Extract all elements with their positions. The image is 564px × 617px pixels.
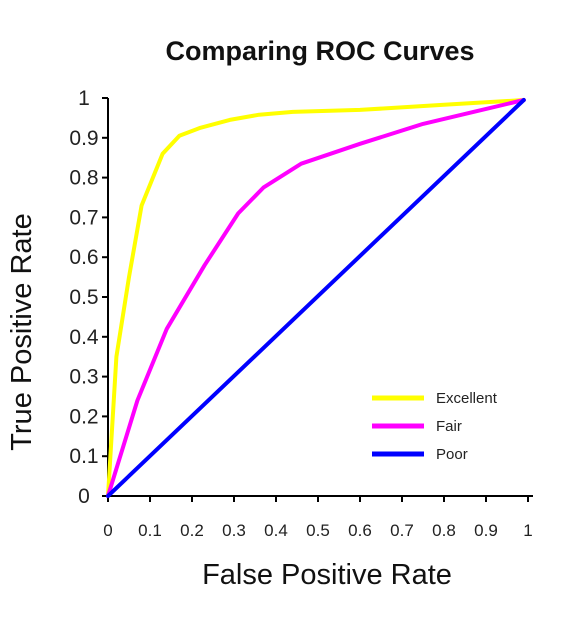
x-tick-label: 0 [103,521,112,540]
axes [102,97,533,502]
x-tick-label: 1 [523,521,532,540]
x-tick-label: 0.6 [348,521,372,540]
x-axis-title: False Positive Rate [202,559,452,591]
x-tick-label: 0.5 [306,521,330,540]
series-line-excellent [106,98,526,498]
x-tick-label: 0.8 [432,521,456,540]
series-lines [106,98,526,498]
y-tick-label: 1 [78,87,90,110]
legend-label-excellent: Excellent [436,390,498,407]
y-tick-label: 0.2 [69,405,98,428]
x-tick-label: 0.1 [138,521,162,540]
y-tick-label: 0.7 [69,206,98,229]
y-tick-label: 0.1 [69,445,98,468]
legend: Excellent Fair Poor [372,390,498,463]
chart-title: Comparing ROC Curves [165,36,474,66]
tick-labels: 0 0.1 0.2 0.3 0.4 0.5 0.6 0.7 0.8 0.9 1 0 0.1 0.2 0.3 0… [69,87,532,540]
y-tick-label: 0.9 [69,127,98,150]
y-axis-title: True Positive Rate [6,213,38,450]
y-tick-label: 0.5 [69,286,98,309]
x-tick-label: 0.2 [180,521,204,540]
x-tick-label: 0.9 [474,521,498,540]
y-tick-label: 0.6 [69,246,98,269]
y-tick-label: 0 [78,485,90,508]
y-tick-label: 0.3 [69,366,98,389]
legend-label-fair: Fair [436,418,462,435]
series-line-poor [106,98,526,498]
y-tick-label: 0.4 [69,326,99,349]
y-tick-label: 0.8 [69,167,98,190]
x-tick-label: 0.3 [222,521,246,540]
x-tick-label: 0.4 [264,521,288,540]
series-line-fair [106,98,526,498]
legend-label-poor: Poor [436,446,468,463]
x-tick-label: 0.7 [390,521,414,540]
